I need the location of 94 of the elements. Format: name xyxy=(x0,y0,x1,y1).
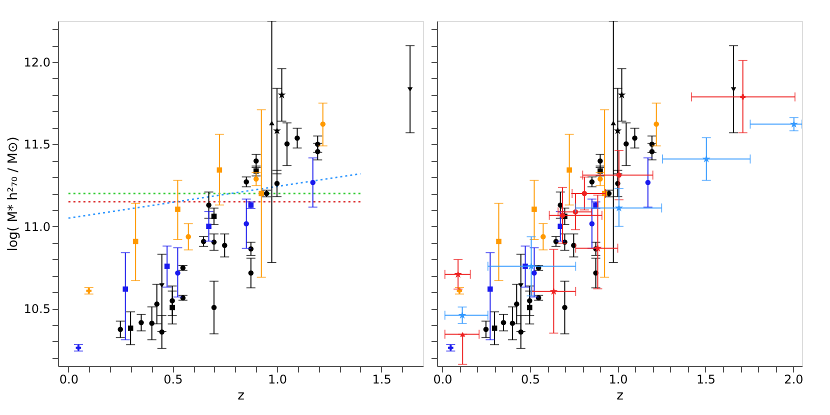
point xyxy=(407,87,413,92)
point xyxy=(649,148,655,154)
point xyxy=(527,304,532,310)
point xyxy=(594,244,602,252)
x-tick-label: 1.0 xyxy=(268,372,288,386)
x-tick-label: 2.0 xyxy=(784,372,804,386)
point xyxy=(560,212,566,218)
point xyxy=(86,288,92,294)
point xyxy=(582,190,588,196)
point xyxy=(258,190,264,196)
x-tick-label: 0.5 xyxy=(164,372,183,386)
point xyxy=(518,283,524,288)
point xyxy=(615,204,623,212)
x-tick-label: 0.0 xyxy=(433,372,452,386)
y-tick-label: 10.5 xyxy=(24,302,50,316)
point xyxy=(315,142,320,147)
point xyxy=(180,265,186,271)
point xyxy=(244,179,249,184)
y-axis-title: log( M* h²₇₀ / M⊙) xyxy=(6,136,21,252)
point xyxy=(253,176,259,182)
point xyxy=(702,154,710,162)
x-axis-title: z xyxy=(616,388,624,404)
point xyxy=(645,180,651,186)
point xyxy=(122,286,128,292)
point xyxy=(244,221,249,226)
point xyxy=(654,122,659,127)
point xyxy=(540,234,546,240)
point xyxy=(614,126,622,134)
point xyxy=(175,206,180,212)
point xyxy=(618,90,626,98)
y-tick-label: 11.5 xyxy=(24,138,50,152)
point xyxy=(532,270,537,276)
x-tick-label: 1.5 xyxy=(372,372,392,386)
point xyxy=(149,320,155,326)
point xyxy=(315,148,320,154)
point xyxy=(492,326,498,331)
point xyxy=(159,283,165,288)
point xyxy=(496,238,502,244)
y-tick-label: 11.0 xyxy=(24,220,50,234)
point xyxy=(624,141,629,147)
point xyxy=(589,221,595,226)
point xyxy=(454,270,462,278)
point xyxy=(632,135,638,141)
point xyxy=(510,320,516,326)
point xyxy=(128,326,134,331)
point xyxy=(610,120,616,126)
x-tick-label: 1.5 xyxy=(696,372,716,386)
point xyxy=(740,94,746,100)
point xyxy=(562,304,568,310)
point xyxy=(284,141,290,147)
point xyxy=(211,214,217,219)
point xyxy=(598,176,603,182)
x-tick-label: 1.0 xyxy=(608,372,628,386)
point xyxy=(598,158,603,164)
point xyxy=(154,301,160,307)
point xyxy=(253,158,259,164)
point xyxy=(616,172,622,178)
point xyxy=(566,167,572,173)
point xyxy=(730,87,736,92)
point xyxy=(527,262,536,270)
point xyxy=(310,180,316,186)
point xyxy=(790,120,798,128)
point xyxy=(532,206,537,212)
point xyxy=(206,202,212,208)
point xyxy=(76,345,82,350)
x-axis-title: z xyxy=(238,388,245,404)
point xyxy=(264,190,270,196)
point xyxy=(320,122,326,127)
point xyxy=(248,270,254,276)
point xyxy=(138,320,144,326)
point xyxy=(274,180,280,186)
point xyxy=(294,135,300,141)
point xyxy=(550,287,558,295)
point xyxy=(180,295,186,300)
point xyxy=(269,120,274,126)
point xyxy=(278,90,286,98)
point xyxy=(222,242,228,248)
point xyxy=(206,224,212,230)
point xyxy=(589,179,595,184)
point xyxy=(175,270,180,276)
x-tick-label: 0.5 xyxy=(520,372,540,386)
point xyxy=(118,326,124,332)
point xyxy=(170,304,175,310)
y-tick-label: 12.0 xyxy=(24,56,50,70)
point xyxy=(514,301,520,307)
point xyxy=(211,304,217,310)
point xyxy=(164,264,170,269)
point xyxy=(186,234,192,240)
point xyxy=(488,286,493,292)
x-tick-label: 0.0 xyxy=(59,372,78,386)
point xyxy=(500,320,506,326)
point xyxy=(248,202,254,208)
point xyxy=(483,326,489,332)
point xyxy=(458,311,466,319)
